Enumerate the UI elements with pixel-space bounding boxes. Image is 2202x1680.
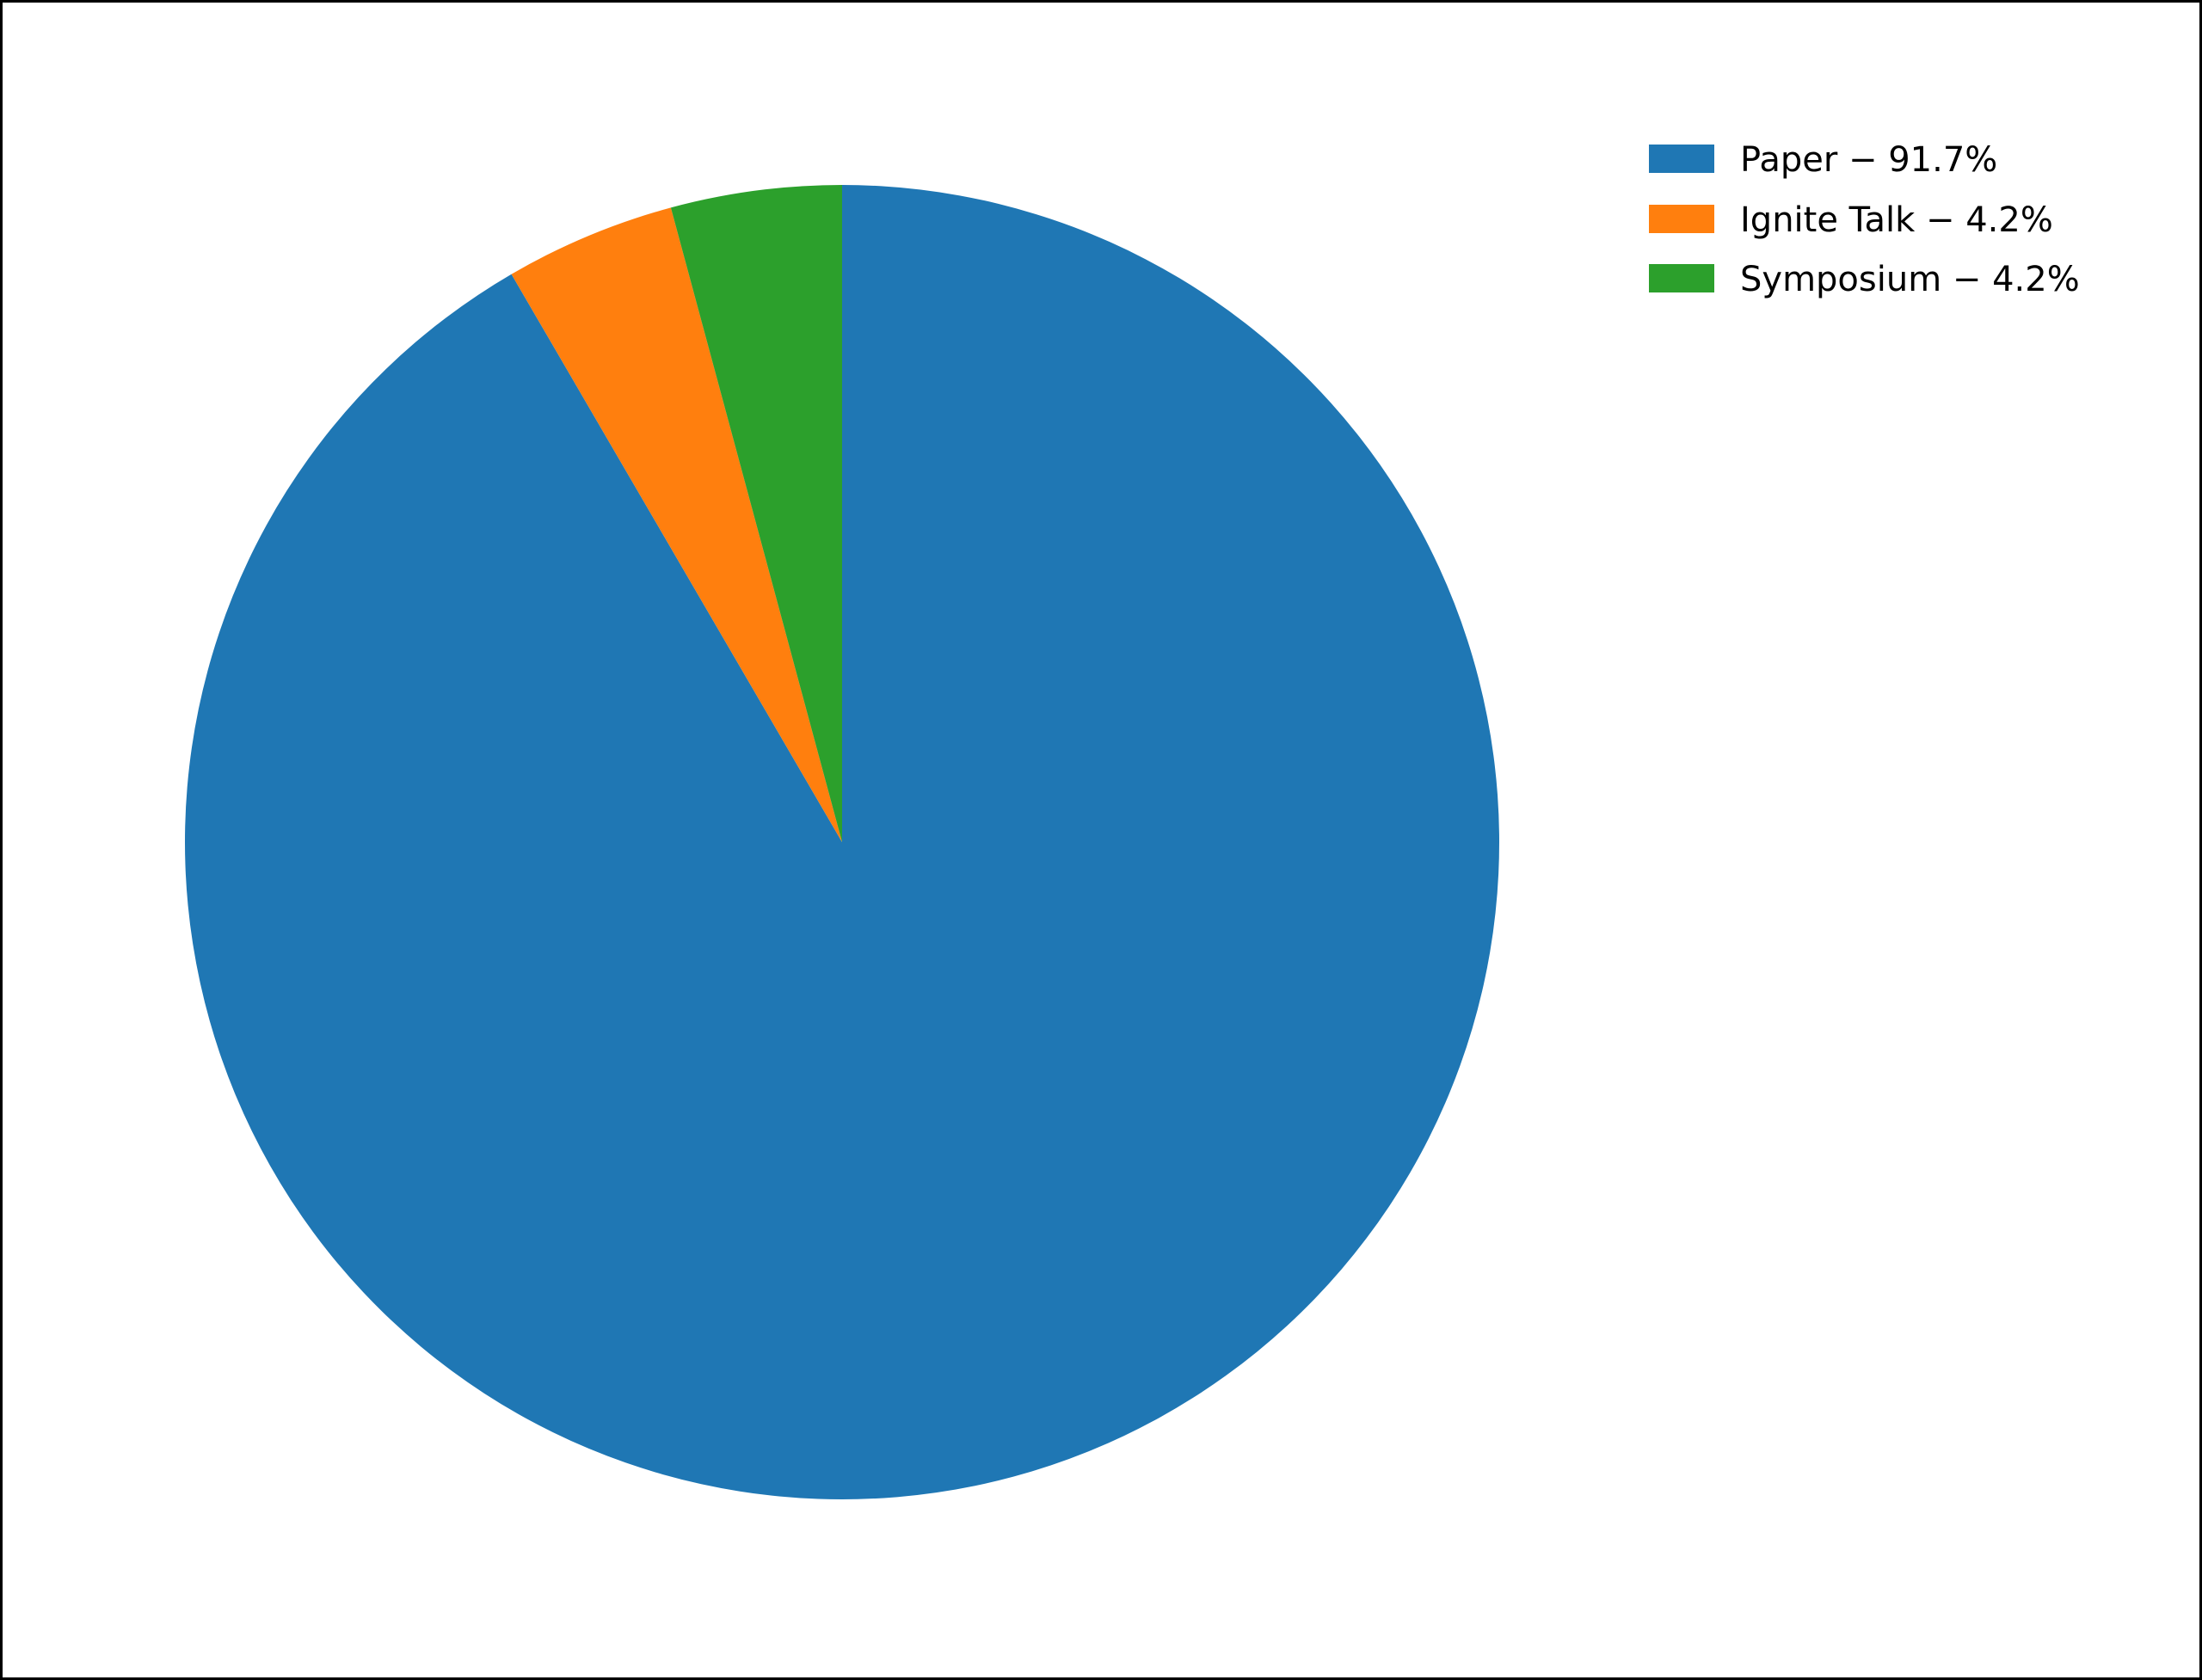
pie-slice-ignite-talk (511, 207, 842, 842)
legend-swatch-symposium (1649, 264, 1714, 292)
legend-label-paper: Paper − 91.7% (1740, 140, 1997, 180)
pie-slice-paper (185, 185, 1500, 1500)
legend-swatch-ignite-talk (1649, 205, 1714, 233)
pie-slice-symposium (670, 185, 842, 842)
legend: Paper − 91.7% Ignite Talk − 4.2% Symposi… (1649, 140, 2080, 299)
legend-swatch-paper (1649, 145, 1714, 173)
pie-slices (185, 185, 1500, 1500)
legend-label-ignite-talk: Ignite Talk − 4.2% (1740, 200, 2053, 240)
pie-chart: Paper − 91.7% Ignite Talk − 4.2% Symposi… (185, 140, 2080, 1500)
legend-label-symposium: Symposium − 4.2% (1740, 260, 2080, 299)
